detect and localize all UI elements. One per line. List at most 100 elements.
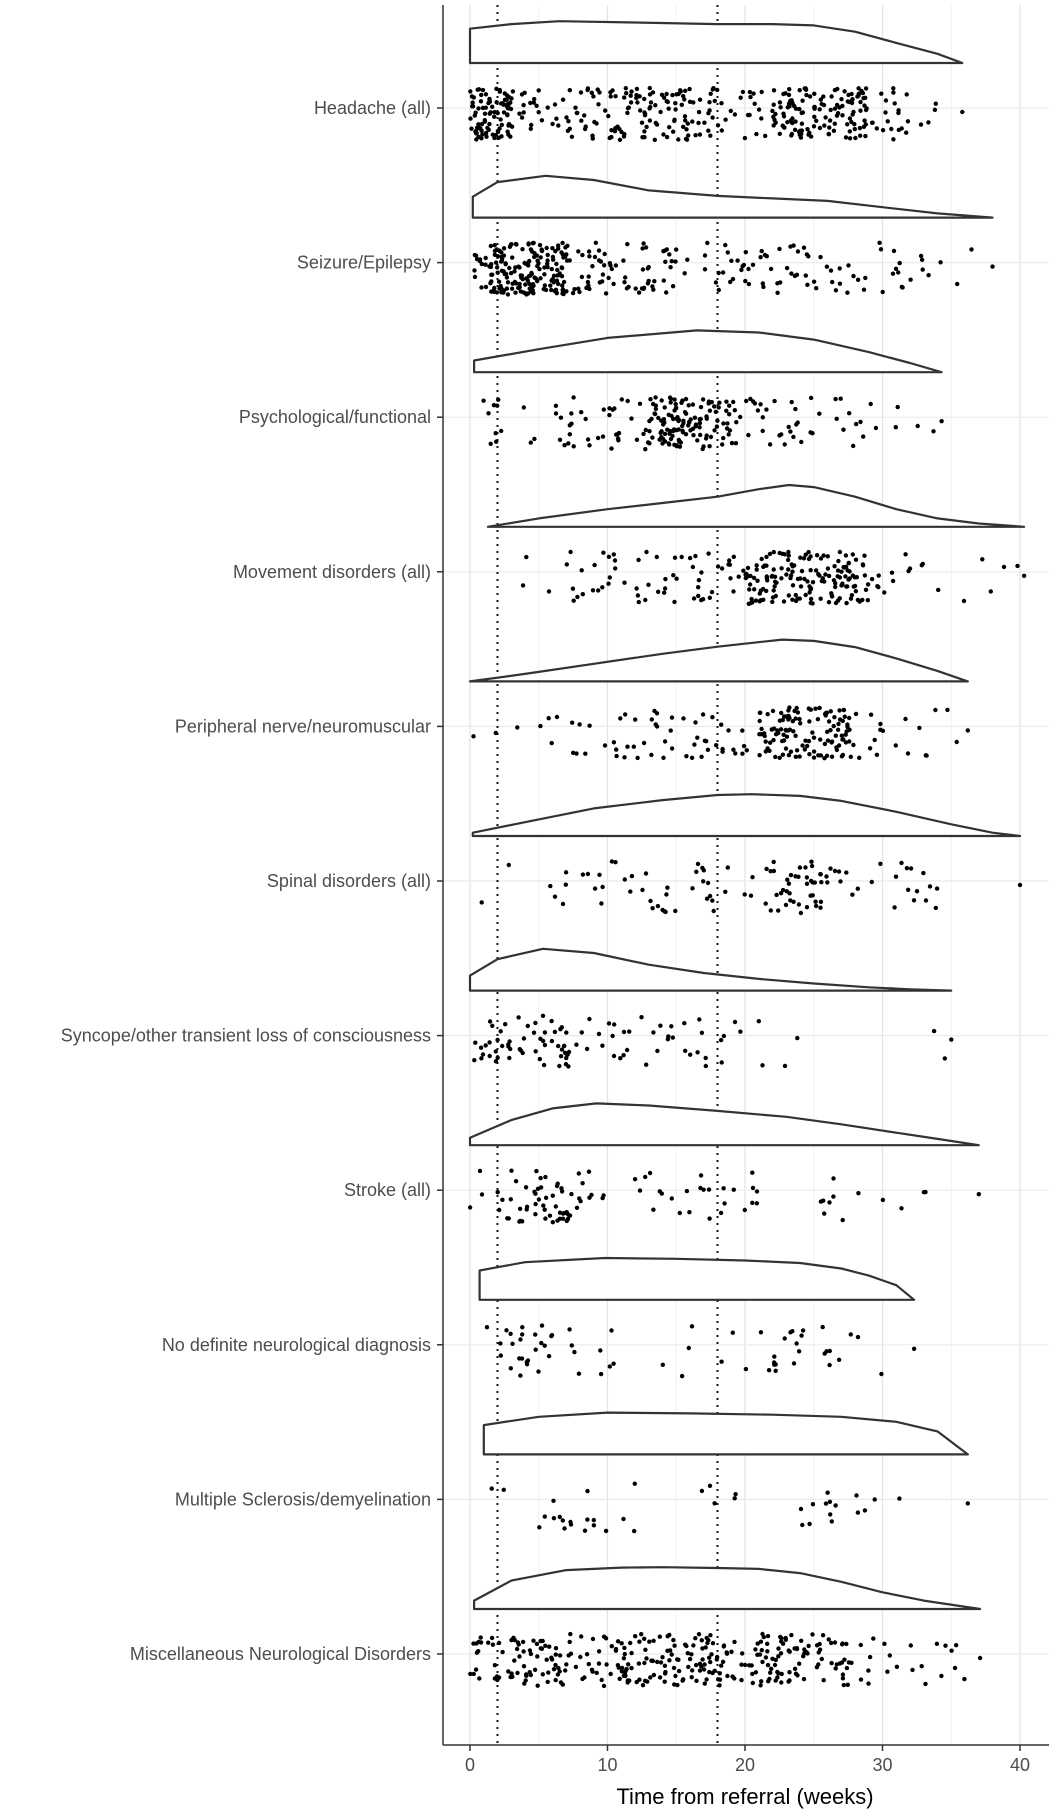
data-point [513, 241, 519, 247]
data-point [533, 1347, 538, 1352]
data-point [803, 552, 808, 557]
data-point [777, 100, 783, 105]
data-point [557, 271, 562, 276]
data-point [580, 592, 585, 597]
data-point [596, 248, 602, 253]
data-point [691, 1643, 696, 1648]
data-point [524, 1204, 530, 1210]
data-point [900, 285, 905, 290]
data-point [744, 398, 749, 404]
data-point [671, 1665, 677, 1671]
data-point [698, 1173, 704, 1178]
data-point [520, 1639, 526, 1645]
data-point [772, 1662, 778, 1668]
data-point [845, 290, 850, 295]
data-point [762, 731, 767, 736]
data-point [813, 706, 818, 711]
data-point [710, 1670, 715, 1676]
data-point [862, 118, 867, 123]
data-point [934, 1641, 940, 1647]
data-point [570, 586, 576, 591]
data-point [591, 1517, 596, 1523]
data-point [564, 562, 569, 567]
x-tick-label: 30 [872, 1755, 892, 1775]
density-cloud [471, 174, 994, 219]
data-point [853, 135, 858, 141]
data-point [651, 1638, 656, 1644]
data-point [602, 743, 608, 748]
data-point [700, 446, 705, 452]
data-point [625, 744, 630, 749]
data-point [829, 1640, 834, 1646]
data-point [483, 1043, 488, 1048]
data-point [788, 749, 794, 754]
data-point [779, 566, 784, 571]
data-point [690, 1668, 695, 1673]
data-point [669, 715, 675, 720]
data-point [795, 710, 801, 715]
data-point [571, 750, 576, 755]
data-point [741, 262, 747, 268]
data-point [969, 247, 974, 252]
data-point [663, 259, 668, 264]
data-point [849, 100, 855, 106]
data-point [821, 102, 827, 108]
data-point [774, 580, 779, 585]
data-point [579, 118, 584, 123]
data-point [723, 117, 728, 122]
data-point [625, 110, 630, 116]
data-point [552, 102, 558, 107]
data-point [479, 900, 484, 905]
data-point [791, 103, 797, 109]
data-point [653, 403, 658, 408]
data-point [854, 1493, 859, 1498]
data-point [573, 1664, 579, 1670]
data-point [538, 1175, 543, 1181]
data-point [483, 262, 488, 267]
data-point [556, 1665, 561, 1671]
data-point [775, 728, 780, 733]
data-point [799, 1638, 804, 1644]
data-point [809, 863, 815, 869]
data-point [556, 1043, 561, 1049]
data-point [710, 715, 715, 720]
data-point [593, 240, 598, 245]
data-point [580, 252, 585, 258]
data-point [500, 1043, 505, 1049]
point-group [472, 1013, 954, 1069]
data-point [747, 582, 753, 587]
data-point [893, 743, 898, 748]
data-point [610, 1033, 615, 1039]
data-point [786, 753, 792, 758]
density-cloud [468, 1102, 980, 1147]
data-point [858, 108, 863, 113]
data-point [697, 1661, 703, 1667]
data-point [831, 1194, 836, 1199]
data-point [692, 742, 697, 747]
data-point [818, 899, 824, 904]
data-point [549, 1333, 555, 1338]
data-point [740, 89, 746, 95]
data-point [690, 402, 696, 407]
data-point [686, 133, 691, 138]
data-point [712, 98, 717, 104]
data-point [482, 111, 488, 116]
data-point [899, 1206, 904, 1211]
data-point [810, 601, 815, 606]
data-point [760, 1063, 765, 1068]
data-point [911, 1346, 917, 1352]
data-point [639, 1015, 644, 1020]
data-point [508, 271, 514, 276]
data-point [873, 425, 879, 431]
data-point [673, 908, 678, 914]
data-point [622, 877, 627, 882]
data-point [549, 740, 554, 746]
data-point [533, 1201, 538, 1207]
data-point [765, 578, 770, 583]
data-point [763, 901, 768, 906]
data-point [743, 572, 748, 577]
data-point [731, 589, 736, 594]
data-point [572, 287, 577, 292]
data-point [911, 898, 917, 903]
data-point [803, 87, 809, 93]
